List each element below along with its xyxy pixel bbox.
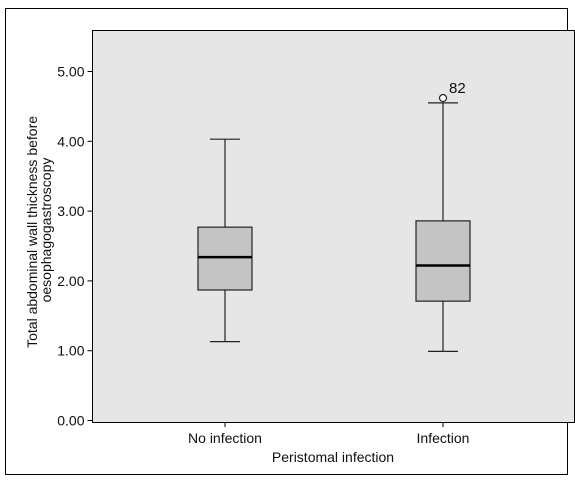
box-group: 82 (415, 80, 471, 352)
y-axis-title: Total abdominal wall thickness before oe… (24, 112, 54, 348)
axes: 0.00 1.00 2.00 3.00 4.00 5.00 No infection Infe… (57, 30, 575, 446)
y-tick-label: 1.00 (57, 343, 84, 359)
x-axis-title: Peristomal infection (272, 449, 394, 465)
iqr-box (415, 220, 471, 302)
y-axis-title-line-1: Total abdominal wall thickness before (24, 116, 40, 348)
boxes-layer: 82 (197, 80, 471, 352)
outlier-point (438, 93, 448, 103)
plot-area (92, 30, 575, 423)
box-group (197, 138, 253, 343)
y-tick-label: 3.00 (57, 203, 84, 219)
y-tick-label: 5.00 (57, 64, 84, 80)
y-axis-title-line-2: oesophagogastroscopy (38, 158, 54, 303)
x-tick-label: No infection (188, 430, 262, 446)
iqr-box (197, 226, 253, 291)
y-tick-label: 2.00 (57, 273, 84, 289)
outlier-label: 82 (449, 80, 466, 97)
y-tick-label: 4.00 (57, 133, 84, 149)
x-tick-label: Infection (417, 430, 470, 446)
y-tick-label: 0.00 (57, 413, 84, 429)
